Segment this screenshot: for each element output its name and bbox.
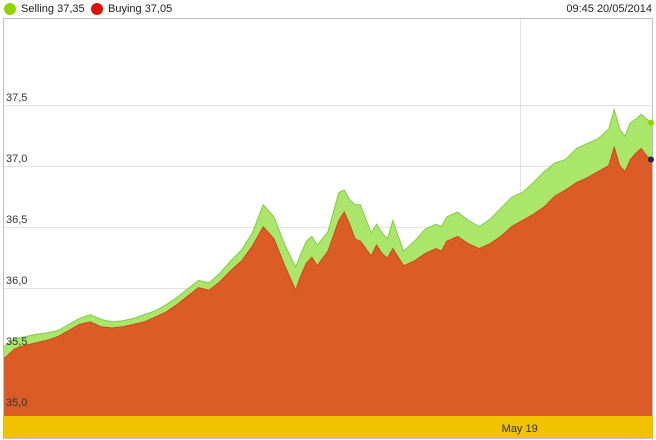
x-tick-label-0: May 19 <box>502 423 538 435</box>
legend-selling-label: Selling 37,35 <box>21 3 85 15</box>
x-tick-labels: May 19 <box>502 423 538 435</box>
selling-dot-icon <box>4 3 16 15</box>
legend-buying-label: Buying 37,05 <box>108 3 173 15</box>
buying-dot-icon <box>91 3 103 15</box>
plot-frame <box>3 18 653 439</box>
y-tick-label-5: 37,5 <box>6 92 27 104</box>
y-tick-label-0: 35,0 <box>6 397 27 409</box>
chart-header: Selling 37,35 Buying 37,05 09:45 20/05/2… <box>0 0 656 18</box>
y-tick-labels: 35,0 35,5 36,0 36,5 37,0 37,5 <box>6 92 27 409</box>
legend-selling[interactable]: Selling 37,35 <box>4 2 85 16</box>
y-tick-label-2: 36,0 <box>6 275 27 287</box>
selling-line <box>3 107 653 347</box>
selling-endpoint <box>648 119 654 126</box>
buying-line <box>3 145 653 359</box>
buying-endpoint <box>648 156 654 163</box>
timestamp: 09:45 20/05/2014 <box>566 3 652 15</box>
y-tick-label-4: 37,0 <box>6 153 27 165</box>
endpoint-markers <box>648 119 654 163</box>
legend-buying[interactable]: Buying 37,05 <box>91 2 172 16</box>
buying-area <box>4 147 652 417</box>
y-tick-label-3: 36,5 <box>6 214 27 226</box>
x-axis-band <box>3 416 653 438</box>
y-tick-label-1: 35,5 <box>6 336 27 348</box>
